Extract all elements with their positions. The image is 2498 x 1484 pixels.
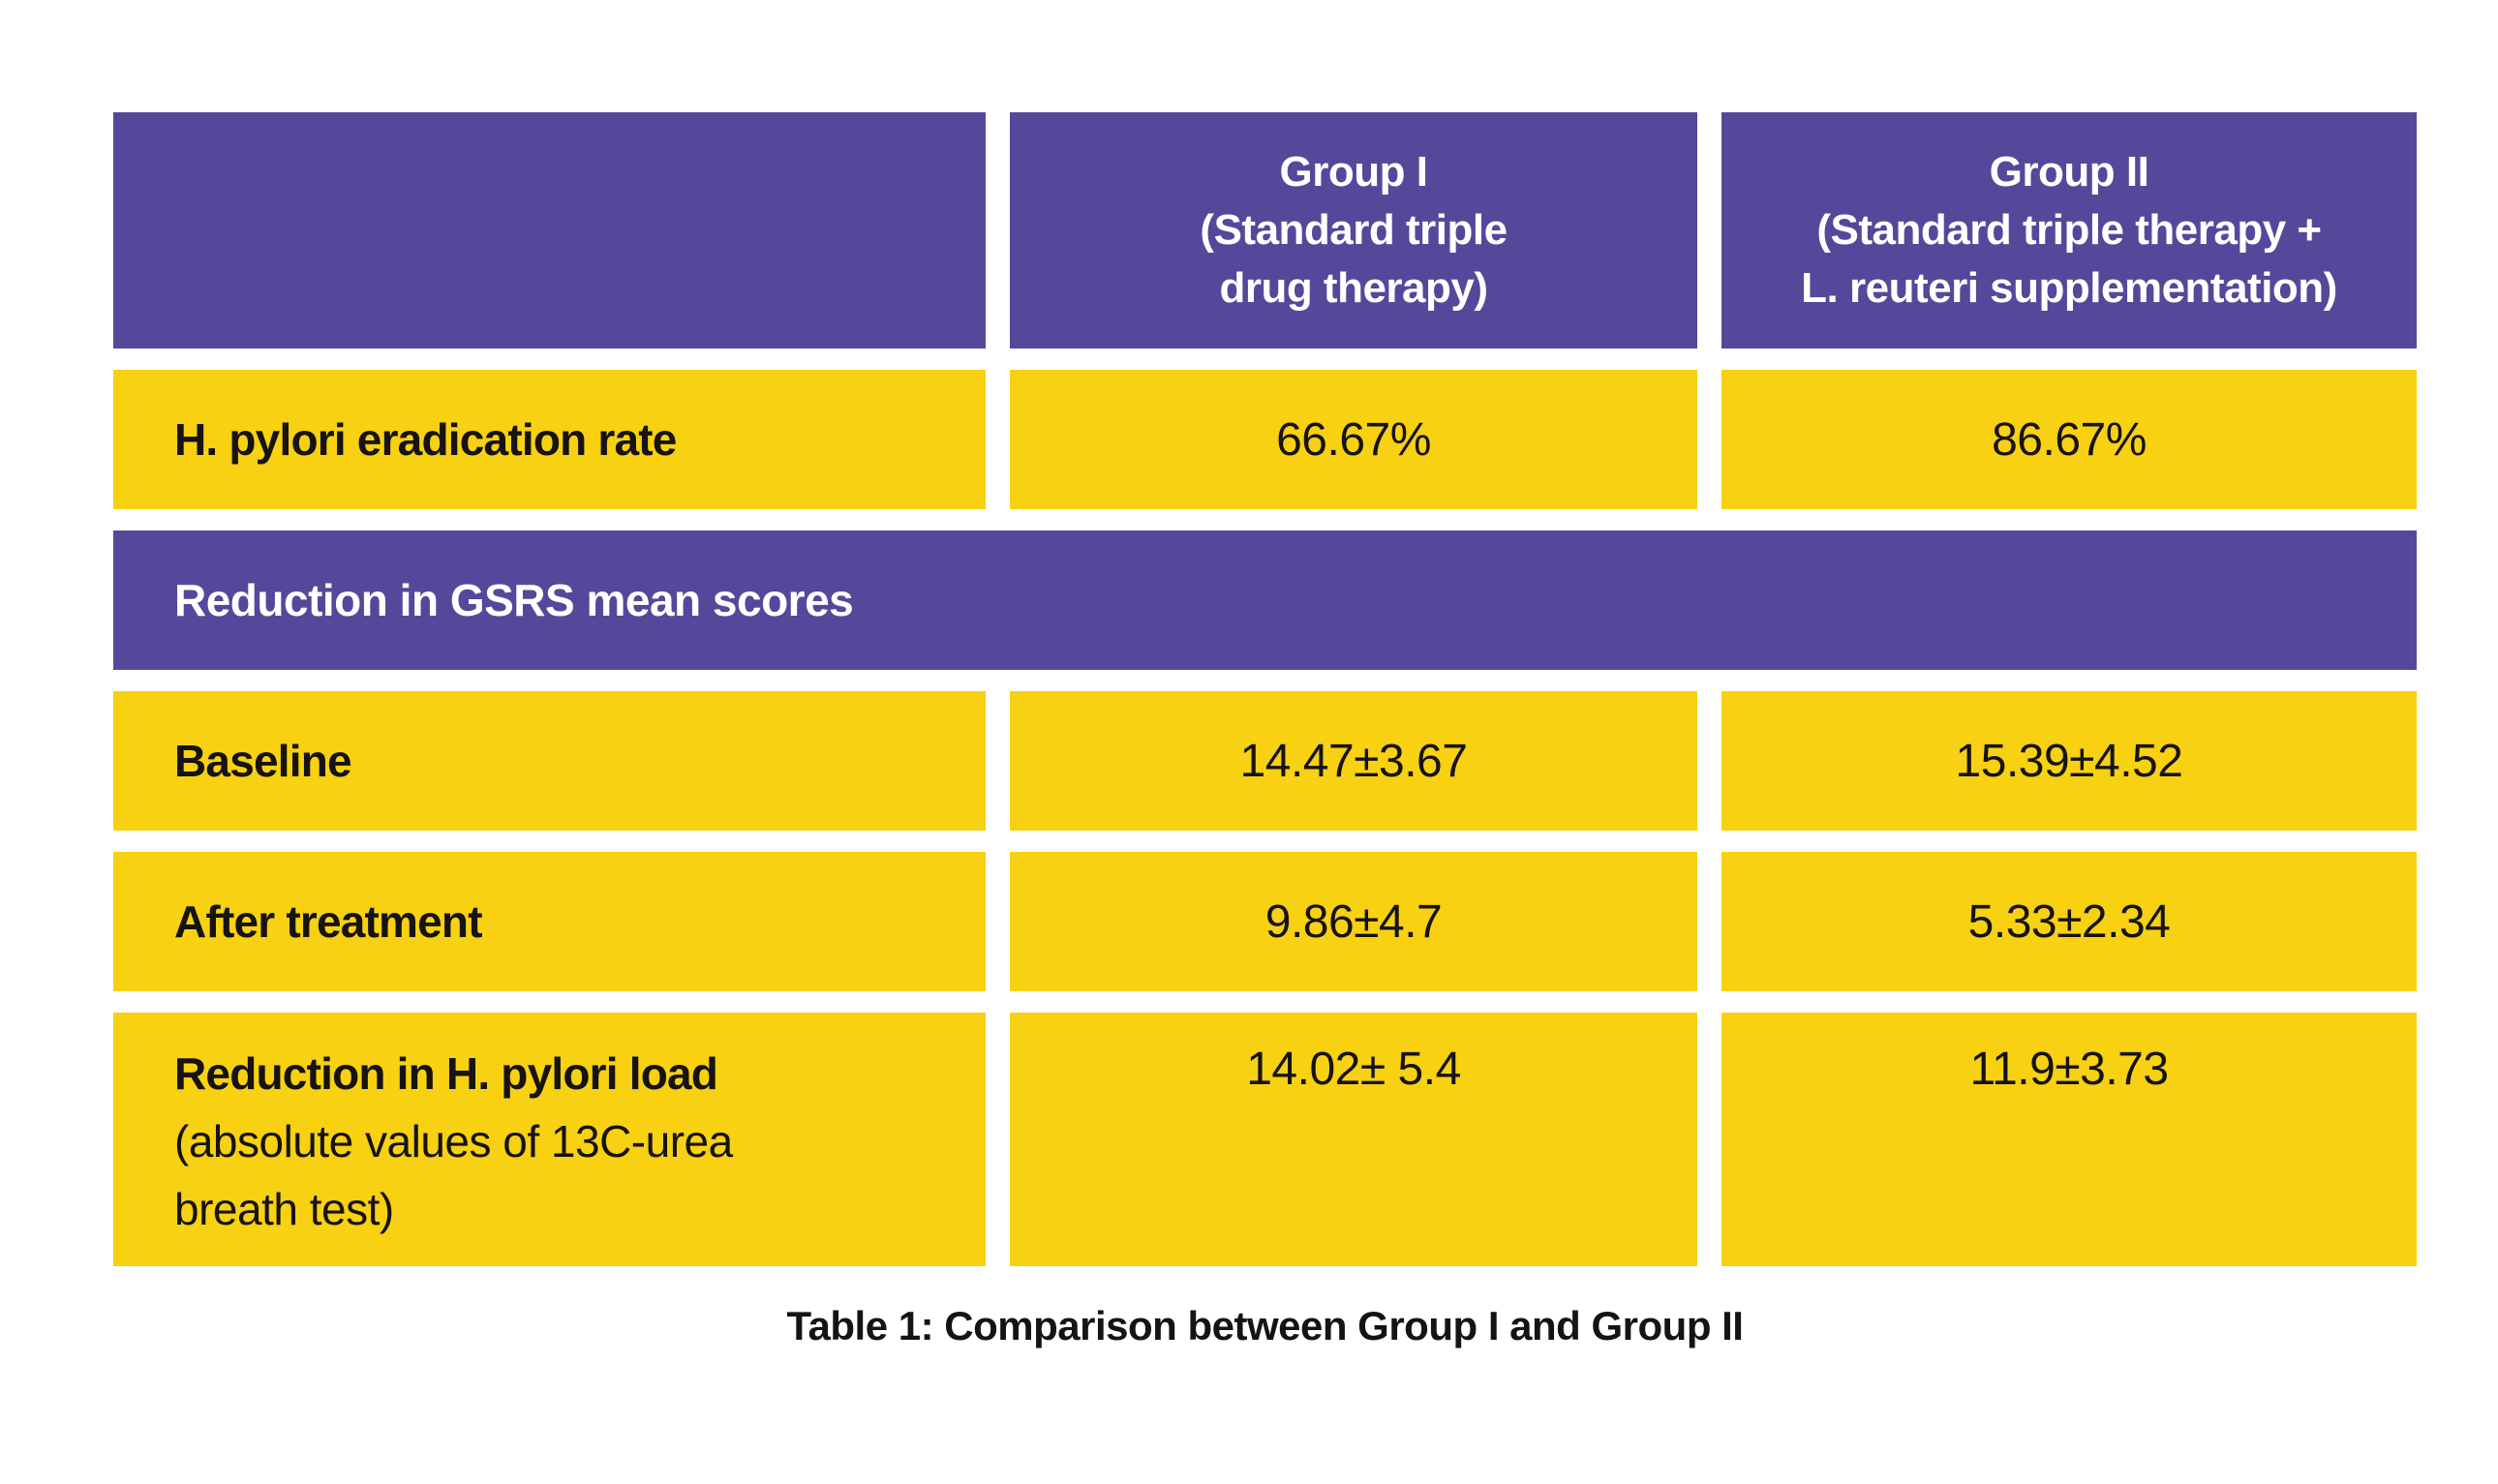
row-eradication-group1-value: 66.67% — [1010, 370, 1697, 509]
header-group1-line1: Group I — [1279, 148, 1428, 196]
table-caption: Table 1: Comparison between Group I and … — [786, 1303, 1744, 1348]
row-pylori-load-label-main: Reduction in H. pylori load — [174, 1048, 718, 1099]
header-group1-line2: (Standard triple — [1200, 206, 1508, 254]
row-after-treatment-group2-value: 5.33±2.34 — [1721, 852, 2417, 991]
row-pylori-load-label-sub2: breath test) — [174, 1184, 394, 1234]
row-baseline-group2-value: 15.39±4.52 — [1721, 691, 2417, 831]
header-group1-cell: Group I (Standard triple drug therapy) — [1010, 112, 1697, 348]
row-pylori-load-group2-value: 11.9±3.73 — [1721, 1013, 2417, 1266]
header-group2-line1: Group II — [1989, 148, 2149, 196]
header-group1-line3: drug therapy) — [1219, 264, 1488, 312]
row-eradication-label: H. pylori eradication rate — [113, 370, 986, 509]
row-pylori-load-group1-value: 14.02± 5.4 — [1010, 1013, 1697, 1266]
row-baseline-label: Baseline — [113, 691, 986, 831]
row-pylori-load-label-sub1: (absolute values of 13C-urea — [174, 1116, 733, 1166]
header-corner-cell — [113, 112, 986, 348]
header-group2-line2: (Standard triple therapy + — [1816, 206, 2322, 254]
header-group2-cell: Group II (Standard triple therapy + L. r… — [1721, 112, 2417, 348]
row-eradication-group2-value: 86.67% — [1721, 370, 2417, 509]
header-group2-line3: L. reuteri supplementation) — [1801, 264, 2337, 312]
comparison-table: Group I (Standard triple drug therapy) G… — [113, 112, 2417, 1266]
row-baseline-group1-value: 14.47±3.67 — [1010, 691, 1697, 831]
row-after-treatment-label: After treatment — [113, 852, 986, 991]
section-gsrs-band: Reduction in GSRS mean scores — [113, 530, 2417, 670]
row-after-treatment-group1-value: 9.86±4.7 — [1010, 852, 1697, 991]
row-pylori-load-label: Reduction in H. pylori load (absolute va… — [113, 1013, 986, 1266]
